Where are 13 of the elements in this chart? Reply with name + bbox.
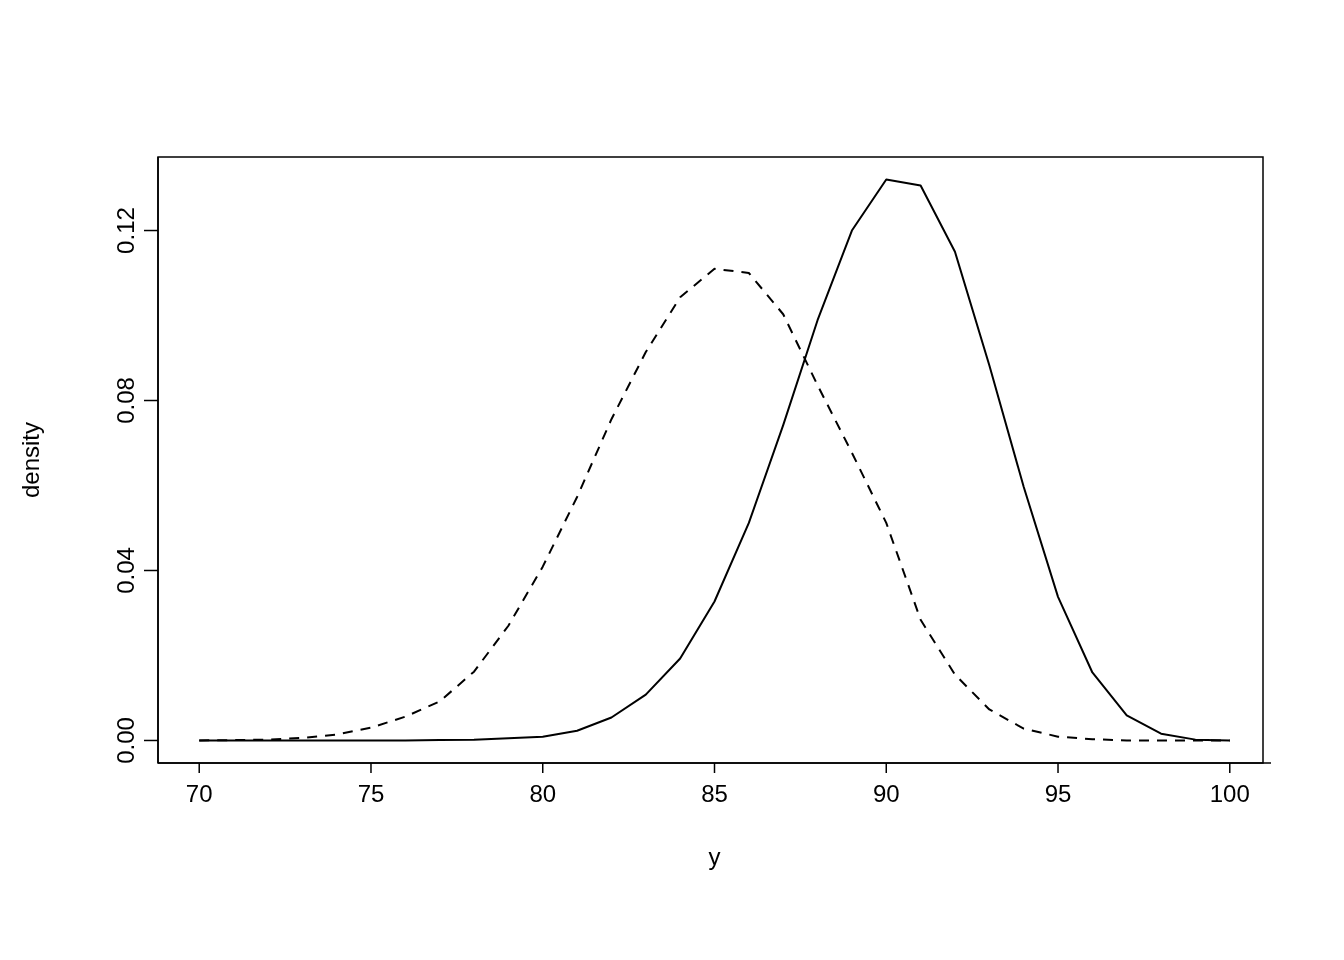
- y-tick-label: 0.08: [112, 377, 139, 424]
- x-tick-label: 70: [185, 780, 213, 808]
- x-tick-label: 75: [357, 780, 385, 808]
- y-tick-label: 0.04: [112, 547, 139, 594]
- y-tick-label: 0.12: [112, 207, 139, 254]
- x-tick-label: 100: [1209, 780, 1250, 808]
- y-axis-title: density: [16, 421, 44, 499]
- x-axis-title: y: [708, 843, 721, 870]
- x-tick-label: 90: [872, 780, 900, 808]
- x-tick-label: 85: [701, 780, 728, 808]
- x-tick-label: 95: [1044, 780, 1072, 808]
- y-tick-label: 0.00: [112, 717, 139, 764]
- x-tick-label: 80: [529, 780, 557, 808]
